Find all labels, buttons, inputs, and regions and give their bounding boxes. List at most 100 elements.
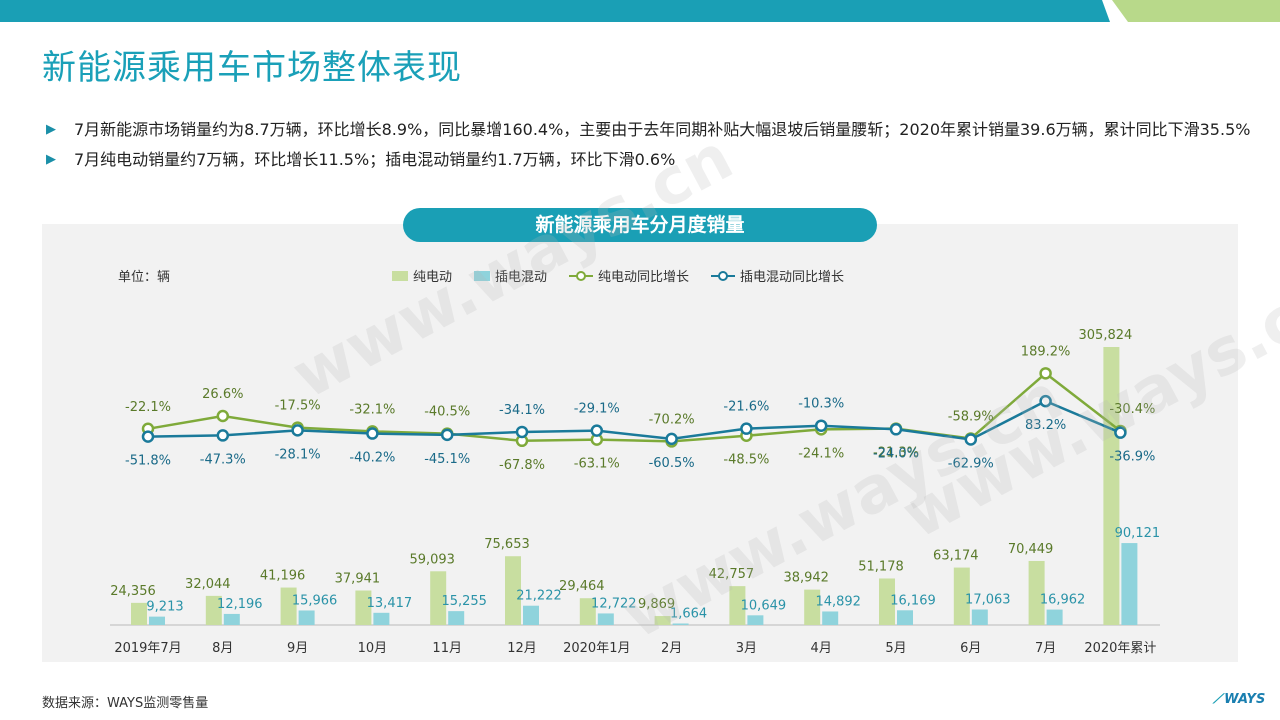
phev-yoy-label: -36.9%	[1109, 450, 1155, 465]
phev-yoy-label: -40.2%	[349, 451, 395, 466]
bar-phev	[597, 613, 614, 625]
phev-yoy-point	[1114, 426, 1127, 439]
bev-yoy-label: 189.2%	[1021, 344, 1071, 359]
bar-label-phev: 13,417	[367, 596, 413, 611]
bar-phev	[897, 610, 913, 625]
legend-swatch-phev-yoy	[711, 270, 736, 282]
phev-yoy-label: -10.3%	[798, 397, 844, 412]
x-tick-label: 2月	[661, 641, 682, 656]
phev-yoy-point	[740, 422, 753, 435]
phev-yoy-label: -34.1%	[499, 403, 545, 418]
bar-label-phev: 15,966	[292, 593, 338, 608]
triangle-bullet-icon: ▶	[46, 122, 56, 137]
phev-yoy-point	[590, 424, 604, 437]
unit-label: 单位：辆	[118, 270, 171, 285]
phev-yoy-label: -51.8%	[125, 454, 171, 469]
bar-label-phev: 90,121	[1115, 526, 1161, 541]
top-banner	[0, 0, 1280, 22]
phev-yoy-point	[1039, 394, 1052, 408]
legend-label: 纯电动同比增长	[598, 270, 690, 285]
bar-phev	[373, 612, 390, 625]
bar-bev	[1028, 560, 1045, 625]
phev-yoy-label: -28.1%	[275, 447, 321, 462]
x-tick-label: 9月	[287, 641, 308, 656]
phev-yoy-label: -24.0%	[873, 446, 919, 461]
legend-item-bev-yoy: 纯电动同比增长	[569, 266, 689, 285]
bullet-text: 7月新能源市场销量约为8.7万辆，环比增长8.9%，同比暴增160.4%，主要由…	[74, 120, 1251, 139]
bar-bev	[579, 598, 596, 625]
bev-yoy-label: -17.5%	[275, 399, 321, 414]
bev-yoy-label: -58.9%	[948, 409, 994, 424]
bev-yoy-label: -21.3%	[873, 446, 919, 461]
x-tick-label: 3月	[736, 641, 757, 656]
bev-yoy-label: -30.4%	[1109, 402, 1155, 417]
bullet-list: ▶ 7月新能源市场销量约为8.7万辆，环比增长8.9%，同比暴增160.4%，主…	[46, 118, 1256, 178]
triangle-bullet-icon: ▶	[46, 152, 56, 167]
bar-label-phev: 9,213	[146, 600, 183, 615]
phev-yoy-line	[147, 399, 1121, 441]
bar-label-bev: 70,449	[1008, 542, 1054, 557]
bar-phev	[523, 605, 539, 625]
bar-label-phev: 21,222	[516, 589, 562, 604]
phev-yoy-point	[964, 433, 978, 446]
phev-yoy-point	[515, 425, 529, 439]
bev-yoy-label: 26.6%	[202, 387, 243, 402]
bev-yoy-label: -22.1%	[125, 400, 171, 415]
x-tick-label: 6月	[960, 641, 981, 656]
bar-phev	[149, 616, 165, 625]
bar-label-phev: 16,169	[890, 593, 936, 608]
bar-label-bev: 75,653	[484, 537, 530, 552]
phev-yoy-point	[814, 419, 828, 432]
legend-label: 纯电动	[413, 270, 453, 285]
chart-legend: 纯电动 插电混动 纯电动同比增长 插电混动同比增长	[392, 266, 844, 285]
bar-label-bev: 38,942	[783, 571, 829, 586]
legend-item-phev-yoy: 插电混动同比增长	[711, 266, 844, 285]
bar-phev	[1046, 609, 1063, 625]
bullet-text: 7月纯电动销量约7万辆，环比增长11.5%；插电混动销量约1.7万辆，环比下滑0…	[74, 150, 676, 169]
bar-label-phev: 17,063	[965, 592, 1011, 607]
phev-yoy-label: -47.3%	[200, 452, 246, 467]
bar-bev	[879, 578, 895, 625]
bar-phev	[822, 611, 839, 625]
bar-bev	[505, 556, 521, 625]
bar-label-phev: 1,664	[670, 606, 707, 621]
bar-label-bev: 24,356	[110, 584, 156, 599]
bar-label-phev: 12,722	[591, 596, 637, 611]
bar-label-phev: 15,255	[441, 594, 487, 609]
bar-label-bev: 29,464	[559, 579, 605, 594]
bar-label-bev: 37,941	[335, 572, 381, 587]
bar-label-bev: 9,869	[638, 597, 675, 612]
bar-phev	[448, 611, 465, 625]
bar-bev	[131, 602, 147, 625]
bar-label-bev: 59,093	[409, 552, 455, 567]
bev-yoy-label: -63.1%	[574, 457, 620, 472]
bullet-item: ▶ 7月纯电动销量约7万辆，环比增长11.5%；插电混动销量约1.7万辆，环比下…	[46, 148, 1256, 172]
bar-bev	[804, 589, 821, 625]
x-tick-label: 2020年累计	[1084, 641, 1156, 656]
bar-bev	[430, 571, 447, 625]
data-source: 数据来源：WAYS监测零售量	[42, 696, 209, 711]
x-tick-label: 7月	[1035, 641, 1056, 656]
legend-swatch-bev-yoy	[569, 270, 594, 282]
page-title: 新能源乘用车市场整体表现	[42, 48, 462, 88]
bev-yoy-point	[216, 409, 230, 423]
x-tick-label: 2020年1月	[563, 641, 630, 656]
phev-yoy-label: -21.6%	[723, 400, 769, 415]
legend-label: 插电混动	[495, 270, 548, 285]
bev-yoy-label: -70.2%	[649, 412, 695, 427]
bev-yoy-label: -32.1%	[349, 402, 395, 417]
bar-phev	[223, 613, 240, 625]
bar-phev	[747, 615, 764, 625]
x-tick-label: 11月	[432, 641, 462, 656]
bar-bev	[729, 586, 746, 625]
bar-bev	[1103, 347, 1120, 625]
bev-yoy-label: -24.1%	[798, 446, 844, 461]
legend-item-bev: 纯电动	[392, 266, 452, 285]
bar-label-phev: 16,962	[1040, 593, 1086, 608]
legend-item-phev: 插电混动	[474, 266, 547, 285]
legend-label: 插电混动同比增长	[740, 270, 845, 285]
bar-label-bev: 41,196	[260, 569, 306, 584]
x-tick-label: 5月	[885, 641, 906, 656]
phev-yoy-label: -29.1%	[574, 402, 620, 417]
